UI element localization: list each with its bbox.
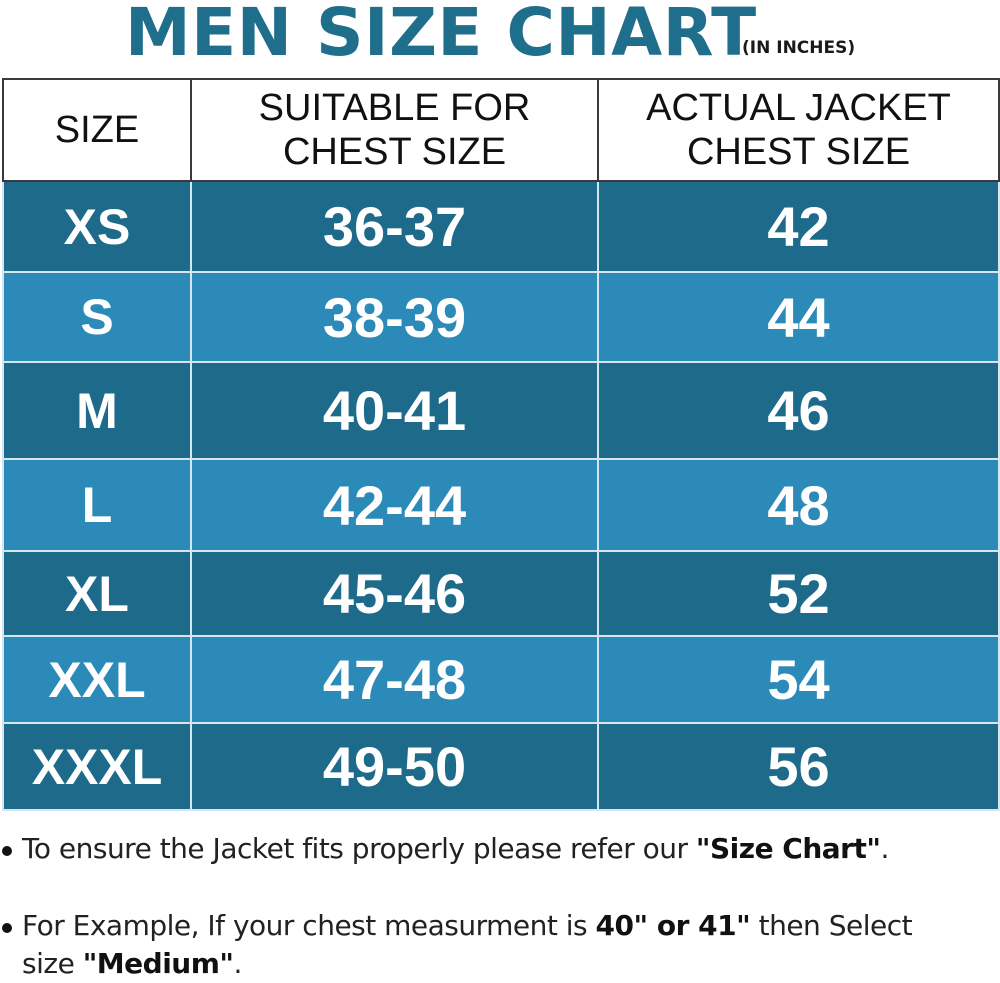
suitable-chest-cell: 49-50: [190, 722, 599, 811]
note-size-chart: To ensure the Jacket fits properly pleas…: [0, 830, 960, 868]
actual-chest-cell: 46: [597, 361, 1000, 460]
note-example: For Example, If your chest measurment is…: [0, 907, 960, 983]
note-text-part: then Select size: [22, 909, 913, 980]
table-row: M 40-41 46: [2, 361, 1000, 460]
actual-chest-cell: 44: [597, 271, 1000, 363]
title-unit: (IN INCHES): [742, 38, 856, 58]
table-row: XL 45-46 52: [2, 550, 1000, 637]
note-text-part: .: [880, 832, 889, 865]
note-text: For Example, If your chest measurment is…: [22, 907, 960, 983]
header-suitable-chest: SUITABLE FOR CHEST SIZE: [190, 78, 599, 182]
header-size: SIZE: [2, 78, 192, 182]
table-row: S 38-39 44: [2, 271, 1000, 363]
suitable-chest-cell: 38-39: [190, 271, 599, 363]
note-bold-size: "Medium": [82, 947, 234, 980]
note-text-part: To ensure the Jacket fits properly pleas…: [22, 832, 696, 865]
actual-chest-cell: 54: [597, 635, 1000, 724]
size-cell: M: [2, 361, 192, 460]
size-cell: XXL: [2, 635, 192, 724]
size-table: SIZE SUITABLE FOR CHEST SIZE ACTUAL JACK…: [2, 78, 1000, 811]
size-cell: XL: [2, 550, 192, 637]
note-bold-measurement: 40" or 41": [595, 909, 751, 942]
note-bold-size-chart: "Size Chart": [695, 832, 881, 865]
actual-chest-cell: 42: [597, 180, 1000, 273]
actual-chest-cell: 56: [597, 722, 1000, 811]
bullet-icon: [2, 846, 12, 856]
size-cell: XS: [2, 180, 192, 273]
suitable-chest-cell: 45-46: [190, 550, 599, 637]
bullet-icon: [2, 923, 12, 933]
header-row: SIZE SUITABLE FOR CHEST SIZE ACTUAL JACK…: [2, 78, 1000, 182]
table-row: XXXL 49-50 56: [2, 722, 1000, 811]
suitable-chest-cell: 47-48: [190, 635, 599, 724]
suitable-chest-cell: 40-41: [190, 361, 599, 460]
size-cell: S: [2, 271, 192, 363]
size-cell: XXXL: [2, 722, 192, 811]
title-area: MEN SIZE CHART (IN INCHES): [0, 0, 1000, 71]
actual-chest-cell: 52: [597, 550, 1000, 637]
table-row: XS 36-37 42: [2, 180, 1000, 273]
table-row: XXL 47-48 54: [2, 635, 1000, 724]
size-cell: L: [2, 458, 192, 552]
page-title: MEN SIZE CHART: [125, 0, 757, 71]
actual-chest-cell: 48: [597, 458, 1000, 552]
note-text-part: .: [233, 947, 242, 980]
note-text-part: For Example, If your chest measurment is: [22, 909, 596, 942]
note-text: To ensure the Jacket fits properly pleas…: [22, 830, 960, 868]
suitable-chest-cell: 36-37: [190, 180, 599, 273]
table-row: L 42-44 48: [2, 458, 1000, 552]
header-actual-chest: ACTUAL JACKET CHEST SIZE: [597, 78, 1000, 182]
suitable-chest-cell: 42-44: [190, 458, 599, 552]
